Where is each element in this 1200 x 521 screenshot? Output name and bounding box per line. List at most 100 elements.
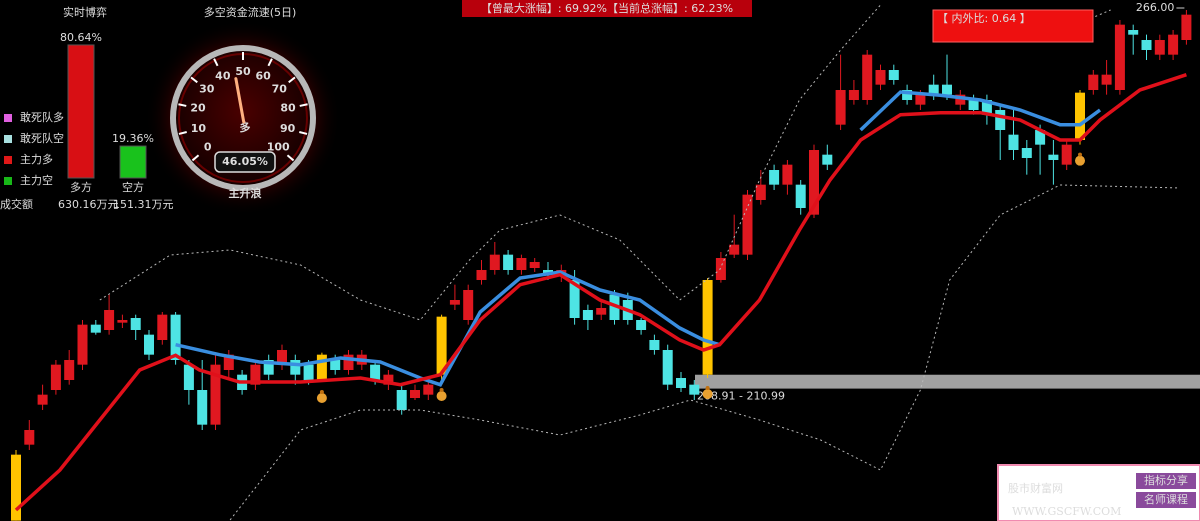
gauge-tick-label: 100 (267, 141, 290, 154)
money-bag-icon (316, 393, 327, 403)
price-label: 266.00 (1136, 1, 1175, 14)
gauge-tick (288, 76, 296, 84)
candle-body (968, 100, 979, 110)
support-zone (695, 374, 1200, 389)
legend-swatch (4, 177, 12, 185)
candle-body (1088, 74, 1099, 90)
candle-body (569, 280, 580, 318)
candle-body (117, 320, 128, 323)
candle-body (715, 258, 726, 280)
candle-body (888, 70, 899, 80)
candle-body (1181, 14, 1192, 40)
candle-body (436, 316, 447, 375)
candle-body (529, 262, 540, 268)
gauge-tick-label: 70 (272, 83, 288, 96)
watermark-url: WWW.GSCFW.COM (1012, 505, 1121, 518)
money-bag-icon (702, 389, 713, 399)
bear-bar (119, 145, 147, 179)
banner-box (462, 0, 752, 17)
trend-line (14, 73, 1187, 512)
candle-body (423, 384, 434, 395)
candle-body (396, 390, 407, 410)
candle-body (449, 300, 460, 305)
gauge-tick-label: 0 (204, 141, 212, 154)
candle-body (24, 430, 35, 445)
band-line (229, 184, 1180, 521)
candle-body (1168, 34, 1179, 55)
gauge-direction: 多 (240, 120, 251, 134)
candle-body (769, 170, 780, 185)
candle-body (1154, 40, 1165, 55)
candle-body (503, 254, 514, 270)
candle-body (11, 454, 21, 521)
bull-percent: 80.64% (60, 31, 102, 44)
panel-title: 实时博弈 (63, 5, 107, 19)
gauge-tick-label: 80 (280, 101, 296, 114)
candle-body (755, 184, 766, 200)
candle-body (649, 340, 660, 350)
legend-swatch (4, 156, 12, 164)
gauge-tick (213, 58, 219, 67)
candle-body (144, 334, 154, 355)
candle-body (1101, 74, 1112, 85)
candle-body (223, 354, 234, 370)
candle-body (1048, 154, 1059, 160)
candle-body (795, 184, 806, 208)
gauge-needle (234, 77, 246, 124)
money-bag-knot (705, 386, 710, 390)
banner: 【曾最大涨幅】: 69.92%【当前总涨幅】: 62.23% (481, 1, 733, 15)
candle-body (1008, 134, 1019, 150)
candle-body (516, 258, 527, 270)
candle-body (1114, 24, 1125, 91)
candle-body (835, 90, 846, 125)
candle-body (77, 324, 88, 365)
candle-body (130, 318, 141, 330)
candle-body (902, 90, 913, 100)
legend-label: 主力多 (20, 152, 53, 166)
watermark-name: 股市财富网 (1008, 481, 1063, 495)
gauge-value-box (214, 151, 276, 173)
candle-body (862, 54, 873, 100)
gauge-value: 46.05% (222, 155, 268, 168)
candle-body (277, 350, 287, 365)
gauge-tick (178, 131, 187, 135)
gauge-tick (191, 154, 200, 162)
candle-body (702, 280, 713, 375)
gauge-tick (299, 131, 308, 135)
candle-body (689, 384, 700, 395)
bear-amount: 151.31万元 (113, 198, 174, 211)
candle-body (729, 244, 740, 255)
gauge-tick-label: 60 (256, 70, 272, 83)
candle-body (50, 364, 61, 390)
candle-body (848, 90, 859, 100)
ratio-text: 【 内外比: 0.64 】 (937, 11, 1031, 25)
money-bag-icon (436, 391, 447, 401)
candle-body (489, 254, 500, 270)
candle-body (250, 364, 261, 385)
candle-body (343, 354, 354, 370)
gauge-tick-label: 20 (190, 101, 206, 114)
candle-body (383, 374, 394, 385)
money-bag-icon (1075, 155, 1085, 166)
tag-box (1136, 473, 1196, 489)
candle-body (104, 310, 115, 330)
candle-body (37, 394, 48, 405)
gauge-tick-label: 50 (235, 65, 251, 78)
candle-body (157, 314, 168, 340)
candle-body (290, 360, 301, 375)
gauge-title: 多空资金流速(5日) (204, 5, 297, 19)
candle-body (955, 94, 966, 105)
candle-body (1035, 130, 1046, 145)
candle-body (809, 150, 819, 215)
tag-box (1136, 492, 1196, 508)
turnover-label: 成交额 (0, 197, 33, 211)
legend-label: 敢死队多 (20, 110, 64, 124)
candle-body (410, 390, 420, 398)
gauge-tick-label: 10 (191, 122, 207, 135)
gauge-state: 主升浪 (229, 186, 262, 200)
candle-body (822, 154, 833, 165)
bull-label: 多方 (70, 180, 92, 194)
candle-body (1021, 148, 1032, 158)
candle-chart: 208.91 - 210.99 266.00 (11, 1, 1200, 521)
candle-body (942, 84, 952, 95)
